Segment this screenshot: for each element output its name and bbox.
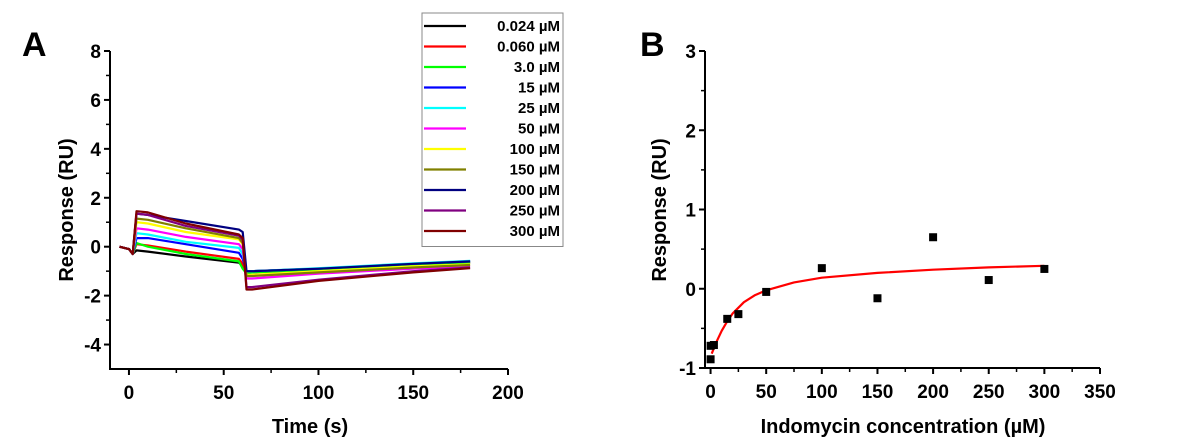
legend-label: 25 µM [518,100,560,117]
data-point [929,233,938,242]
data-point [817,264,826,273]
panel-a-x-tick-label: 100 [303,383,335,404]
panel-a-x-tick-label: 200 [492,383,524,404]
panel-letter-b: B [640,26,665,64]
panel-b-y-tick-label: 3 [685,42,696,63]
panel-b-x-tick-label: 200 [917,382,949,403]
legend-box [421,12,564,247]
fit-curve [710,264,1045,355]
legend-label: 200 µM [510,182,560,199]
legend-label: 100 µM [510,141,560,158]
series-line-150M [119,217,471,278]
panel-b: B 0 50 100 150 200 250 300 350 -1 0 1 2 3 Indomycin … [640,26,1116,438]
panel-a-x-tick-label: 0 [124,383,135,404]
data-points [706,233,1049,364]
panel-b-x-tick-label: 0 [705,382,716,403]
panel-b-x-tick-label: 50 [756,382,777,403]
panel-a-y-tick-label: 6 [90,91,101,112]
panel-a-y-tick-label: 0 [90,238,101,259]
panel-b-axes: 0 50 100 150 200 250 300 350 -1 0 1 2 3 [679,42,1116,403]
panel-a-y-tick-label: -2 [84,287,101,308]
panel-b-x-tick-label: 150 [862,382,894,403]
data-point [873,294,882,303]
panel-a-x-tick-label: 150 [397,383,429,404]
panel-b-x-axis-title: Indomycin concentration (µM) [761,416,1046,438]
fit-curve-group [710,264,1045,355]
panel-b-x-tick-label: 350 [1084,382,1116,403]
sensorgram-curves [119,210,471,291]
data-point [762,287,771,296]
legend-label: 0.024 µM [497,18,560,35]
panel-b-y-tick-label: -1 [679,359,696,380]
legend-label: 0.060 µM [497,39,560,56]
panel-a-axes: 0 50 100 150 200 -4 -2 0 2 4 6 8 [84,42,524,404]
panel-a-y-axis-title: Response (RU) [56,138,78,281]
legend-label: 250 µM [510,203,560,220]
legend-label: 150 µM [510,162,560,179]
legend-label: 300 µM [510,223,560,240]
data-point [734,310,743,319]
panel-b-y-tick-label: 1 [685,201,696,222]
data-point [1040,264,1049,273]
panel-letter-a: A [22,26,47,64]
panel-a-x-axis-title: Time (s) [272,416,348,438]
data-point [723,314,732,323]
panel-a-y-tick-label: 8 [90,42,101,63]
legend-label: 50 µM [518,121,560,138]
panel-b-y-axis-title: Response (RU) [649,138,671,281]
panel-b-x-tick-label: 100 [806,382,838,403]
legend-label: 3.0 µM [514,59,560,76]
data-point [709,341,718,350]
panel-a-y-tick-label: 4 [90,140,101,161]
legend: 0.024 µM 0.060 µM 3.0 µM 15 µM 25 µM 50 µM 100… [421,12,564,247]
legend-label: 15 µM [518,80,560,97]
panel-b-x-tick-label: 300 [1029,382,1061,403]
data-point [984,276,993,285]
panel-b-y-tick-label: 2 [685,121,696,142]
panel-b-y-tick-label: 0 [685,280,696,301]
panel-b-x-tick-label: 250 [973,382,1005,403]
panel-a-y-tick-label: -4 [84,336,101,357]
panel-a-y-tick-label: 2 [90,189,101,210]
panel-a: A 0 50 100 150 200 -4 -2 0 2 4 6 8 Time (s) Respons… [22,12,564,438]
panel-a-x-tick-label: 50 [213,383,234,404]
data-point [706,355,715,364]
series-line-300M [119,210,471,291]
